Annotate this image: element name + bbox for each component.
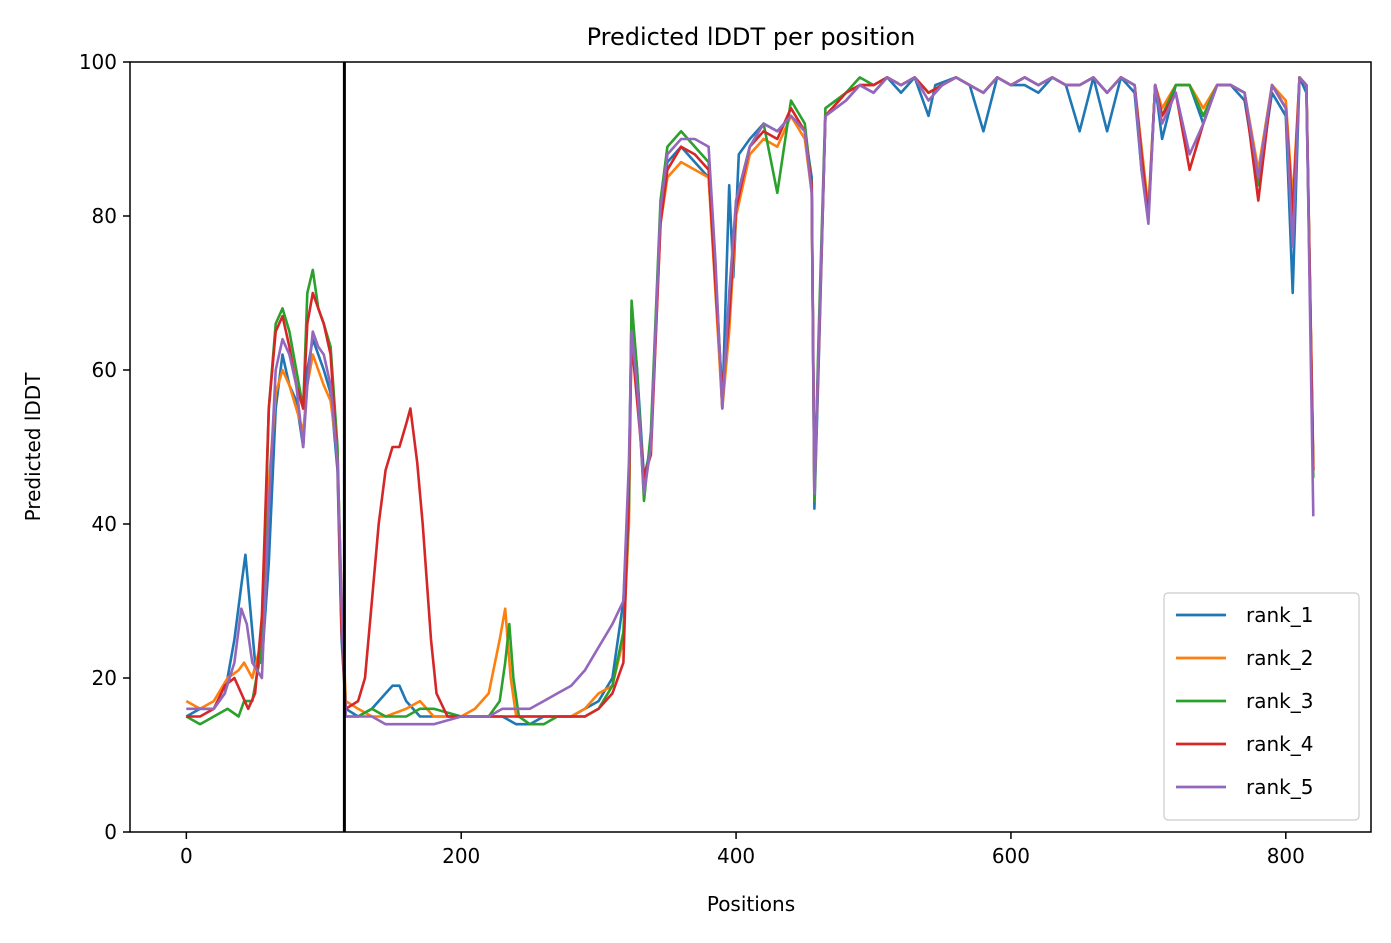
legend-label-rank_5: rank_5 xyxy=(1246,775,1313,799)
y-tick-label: 100 xyxy=(79,50,117,74)
series-line-rank_5 xyxy=(186,76,1315,726)
y-tick-label: 40 xyxy=(92,512,117,536)
x-axis-label: Positions xyxy=(707,892,795,916)
series-line-rank_4 xyxy=(186,76,1315,718)
legend-label-rank_2: rank_2 xyxy=(1246,646,1313,670)
chart-title: Predicted lDDT per position xyxy=(587,23,916,51)
x-tick-label: 600 xyxy=(992,844,1030,868)
x-tick-label: 0 xyxy=(180,844,193,868)
x-tick-label: 200 xyxy=(442,844,480,868)
legend-box xyxy=(1163,592,1360,821)
y-tick-label: 0 xyxy=(104,820,117,844)
y-tick-label: 60 xyxy=(92,358,117,382)
plot-area xyxy=(185,76,1315,726)
legend-label-rank_3: rank_3 xyxy=(1246,689,1313,713)
y-tick-label: 80 xyxy=(92,204,117,228)
x-tick-label: 400 xyxy=(717,844,755,868)
plot-frame xyxy=(129,61,1372,833)
y-tick-label: 20 xyxy=(92,666,117,690)
y-axis-ticks: 0 20 40 60 80 100 xyxy=(79,50,130,844)
x-tick-label: 800 xyxy=(1267,844,1305,868)
x-axis-ticks: 0 200 400 600 800 xyxy=(180,832,1305,868)
y-axis-label: Predicted lDDT xyxy=(21,372,45,522)
legend-label-rank_1: rank_1 xyxy=(1246,603,1313,627)
legend: rank_1 rank_2 rank_3 rank_4 rank_5 xyxy=(1163,592,1360,821)
legend-label-rank_4: rank_4 xyxy=(1246,732,1313,756)
